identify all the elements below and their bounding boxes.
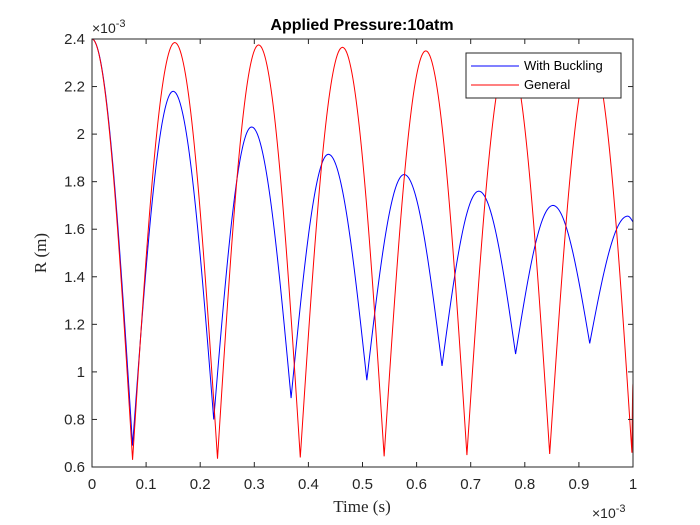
x-axis-multiplier: ×10-3 xyxy=(592,503,626,521)
series-layer xyxy=(91,38,634,460)
tick-layer: 0 0.1 0.2 0.3 0.4 0.5 0.6 0.7 0.8 0.9 1 0.6 0.8 1 1.2 1… xyxy=(64,31,637,493)
x-tick-label: 0.9 xyxy=(568,476,589,493)
x-tick-label: 0.2 xyxy=(190,476,211,493)
x-tick-label: 1 xyxy=(629,476,637,493)
y-tick-label: 1.6 xyxy=(64,221,85,238)
plot-background xyxy=(92,39,633,467)
plot-area: 0 0.1 0.2 0.3 0.4 0.5 0.6 0.7 0.8 0.9 1 0.6 0.8 1 1.2 1… xyxy=(64,31,637,493)
series-line-general xyxy=(91,38,634,460)
x-tick-label: 0 xyxy=(88,476,96,493)
x-tick-label: 0.1 xyxy=(136,476,157,493)
y-tick-label: 0.6 xyxy=(64,459,85,476)
y-tick-label: 1.8 xyxy=(64,174,85,191)
x-tick-label: 0.8 xyxy=(514,476,535,493)
chart-title: Applied Pressure:10atm xyxy=(270,17,453,34)
legend-label-with-buckling: With Buckling xyxy=(524,58,603,73)
y-axis-label: R (m) xyxy=(31,233,50,273)
x-tick-label: 0.5 xyxy=(352,476,373,493)
x-axis-label: Time (s) xyxy=(333,497,390,516)
y-tick-label: 1 xyxy=(77,364,85,381)
y-tick-label: 2.2 xyxy=(64,79,85,96)
y-tick-label: 0.8 xyxy=(64,411,85,428)
legend: With Buckling General xyxy=(465,52,622,99)
y-tick-label: 1.2 xyxy=(64,316,85,333)
y-axis-multiplier: ×10-3 xyxy=(92,18,126,36)
x-tick-label: 0.4 xyxy=(298,476,319,493)
y-tick-label: 2.4 xyxy=(64,31,85,48)
x-tick-label: 0.7 xyxy=(460,476,481,493)
x-tick-label: 0.3 xyxy=(244,476,265,493)
legend-box xyxy=(465,52,622,99)
y-axis-exponent: -3 xyxy=(116,18,126,30)
series-line-with-buckling xyxy=(91,38,634,446)
legend-label-general: General xyxy=(524,77,570,92)
x-tick-label: 0.6 xyxy=(406,476,427,493)
y-tick-label: 2 xyxy=(77,126,85,143)
x-axis-exponent: -3 xyxy=(616,503,626,515)
y-tick-label: 1.4 xyxy=(64,269,85,286)
